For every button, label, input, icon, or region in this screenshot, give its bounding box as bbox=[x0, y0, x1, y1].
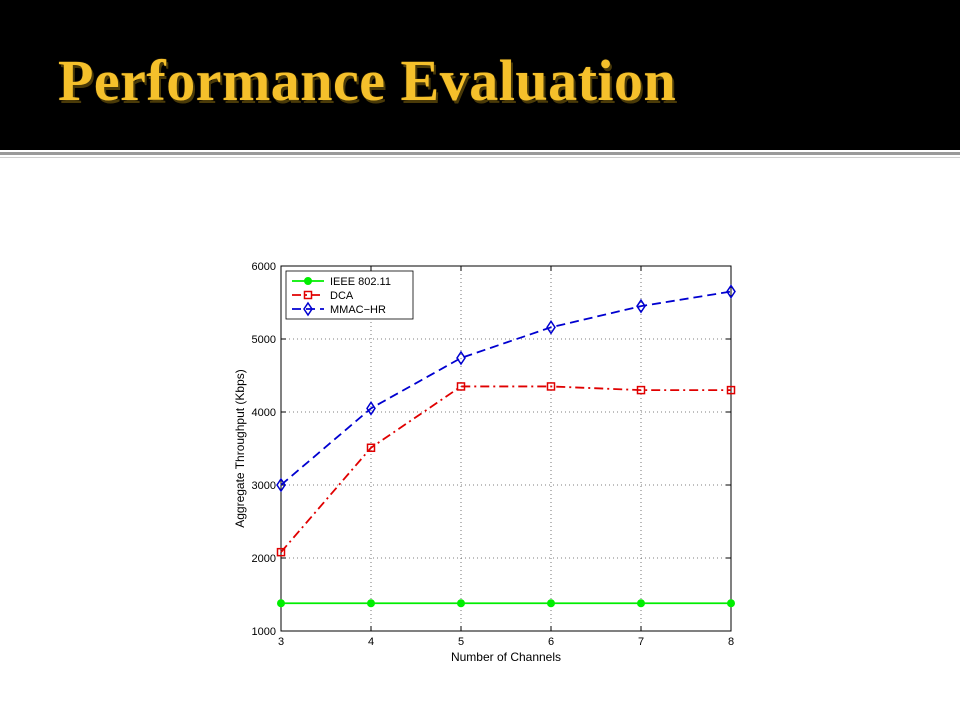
data-point bbox=[303, 301, 313, 317]
x-tick-label: 4 bbox=[368, 636, 374, 648]
y-tick-label: 5000 bbox=[252, 334, 276, 346]
plot-area bbox=[280, 265, 732, 632]
series bbox=[276, 284, 736, 493]
slide-header bbox=[0, 0, 960, 150]
y-tick-label: 4000 bbox=[252, 407, 276, 419]
y-tick-label: 1000 bbox=[252, 626, 276, 638]
data-point bbox=[546, 319, 556, 335]
x-tick-label: 5 bbox=[458, 636, 464, 648]
series-line bbox=[280, 290, 732, 486]
x-tick-label: 7 bbox=[638, 636, 644, 648]
grid bbox=[281, 266, 731, 631]
data-point bbox=[303, 290, 313, 300]
data-point bbox=[636, 298, 646, 314]
data-point bbox=[546, 382, 556, 391]
axis-ticks: 3 4 5 6 7 8 1000 2000 3000 4000 5000 6000 bbox=[252, 261, 735, 648]
data-point bbox=[304, 277, 312, 285]
data-point bbox=[366, 443, 376, 453]
data-point bbox=[457, 599, 465, 608]
data-point bbox=[276, 547, 286, 557]
x-tick-label: 6 bbox=[548, 636, 554, 648]
legend-label: DCA bbox=[330, 290, 354, 302]
data-point bbox=[726, 385, 736, 395]
slide-title: Performance Evaluation bbox=[58, 48, 677, 113]
y-tick-label: 3000 bbox=[252, 480, 276, 492]
legend: IEEE 802.11 DCA MMAC−HR bbox=[285, 270, 414, 320]
data-point bbox=[276, 477, 286, 493]
y-axis-label: Aggregate Throughput (Kbps) bbox=[233, 369, 247, 528]
data-point bbox=[456, 350, 466, 366]
data-point bbox=[726, 284, 736, 299]
series-line bbox=[280, 385, 731, 553]
data-point bbox=[367, 599, 375, 608]
series bbox=[276, 382, 736, 557]
legend-label: IEEE 802.11 bbox=[330, 276, 391, 288]
data-point bbox=[366, 400, 376, 416]
header-divider bbox=[0, 152, 960, 155]
x-tick-label: 3 bbox=[278, 636, 284, 648]
x-axis-label: Number of Channels bbox=[451, 650, 561, 664]
data-point bbox=[727, 599, 735, 608]
header-divider-thin bbox=[0, 157, 960, 158]
data-point bbox=[636, 385, 646, 395]
data-point bbox=[456, 382, 466, 391]
data-point bbox=[547, 599, 555, 608]
series-group bbox=[276, 284, 736, 608]
y-tick-label: 6000 bbox=[252, 261, 276, 273]
series bbox=[277, 599, 735, 608]
x-tick-label: 8 bbox=[728, 636, 734, 648]
data-point bbox=[277, 599, 285, 608]
legend-label: MMAC−HR bbox=[330, 304, 386, 316]
data-point bbox=[637, 599, 645, 608]
y-tick-label: 2000 bbox=[252, 553, 276, 565]
